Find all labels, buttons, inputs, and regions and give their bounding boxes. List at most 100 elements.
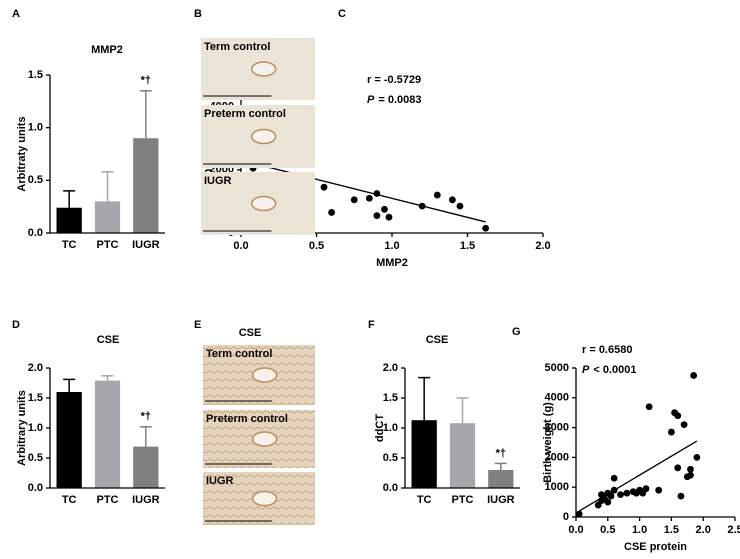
y-tick-label: 2.0 [28, 362, 43, 374]
data-point [320, 183, 328, 191]
vessel-lumen [250, 195, 277, 212]
vessel-lumen [251, 490, 278, 507]
data-point [350, 196, 358, 204]
r-statistic: r = 0.6580 [582, 344, 632, 356]
x-tick-label: PTC [97, 494, 119, 506]
chart-title: CSE [97, 334, 120, 346]
y-axis-label: Birth weight (g) [542, 402, 554, 483]
y-tick-label: 0 [563, 511, 569, 523]
data-point [385, 213, 393, 221]
chart-title: MMP2 [91, 44, 123, 56]
y-tick-label: 1.0 [28, 422, 43, 434]
bar [449, 423, 476, 488]
y-tick-label: 0.0 [28, 227, 43, 239]
vessel-lumen [250, 128, 277, 145]
panel-letter: E [194, 319, 201, 331]
significance: *† [141, 411, 151, 423]
p-statistic: P < 0.0001 [582, 364, 636, 376]
x-tick-label: IUGR [132, 494, 160, 506]
vessel-lumen [251, 367, 278, 383]
y-tick-label: 1.5 [28, 392, 43, 404]
data-point [677, 492, 685, 500]
y-tick-label: 1.0 [28, 122, 43, 134]
image-label: Preterm control [206, 413, 288, 425]
y-tick-label: 0.0 [28, 482, 43, 494]
panel-letter: B [194, 8, 202, 20]
y-tick-label: 1.5 [28, 69, 43, 81]
x-tick-label: TC [62, 239, 77, 251]
data-point [645, 403, 653, 411]
p-symbol: P [582, 364, 590, 376]
panel-letter: A [12, 8, 20, 20]
y-tick-label: 0.5 [28, 174, 43, 186]
y-tick-label: 0.0 [383, 482, 398, 494]
panel-letter: F [368, 319, 375, 331]
data-point [381, 205, 388, 213]
y-tick-label: 1000 [545, 481, 569, 493]
y-tick-label: 0.5 [383, 452, 398, 464]
image-label: Preterm control [204, 108, 286, 120]
x-tick-label: TC [62, 494, 77, 506]
bar [133, 446, 159, 488]
image-label: IUGR [204, 175, 232, 187]
x-tick-label: PTC [452, 494, 474, 506]
bar [94, 201, 121, 233]
vessel-lumen [251, 431, 278, 447]
x-tick-label: PTC [97, 239, 119, 251]
data-point [610, 474, 618, 482]
bar [488, 470, 514, 488]
data-point [456, 202, 464, 210]
data-point [607, 492, 615, 500]
image-label: IUGR [206, 475, 234, 487]
data-point [449, 196, 456, 204]
data-point [690, 372, 698, 379]
bar [56, 207, 82, 233]
data-point [687, 465, 694, 473]
data-point [642, 485, 650, 493]
data-point [680, 421, 688, 429]
data-point [674, 464, 682, 472]
image-label: Term control [204, 41, 270, 53]
x-tick-label: 0.5 [309, 240, 324, 252]
x-tick-label: 0.0 [233, 240, 248, 252]
data-point [373, 212, 381, 220]
data-point [604, 498, 612, 506]
x-tick-label: 1.0 [384, 240, 399, 252]
significance: *† [141, 75, 151, 87]
data-point [655, 486, 663, 494]
y-tick-label: 4000 [545, 392, 569, 404]
chart-title: CSE [426, 334, 449, 346]
x-tick-label: 2.0 [696, 524, 711, 536]
x-tick-label: IUGR [487, 494, 515, 506]
panel-letter: G [512, 326, 521, 338]
regression-line [240, 159, 486, 223]
data-point [687, 471, 694, 479]
x-tick-label: 1.0 [632, 524, 647, 536]
y-tick-label: 2000 [545, 451, 569, 463]
x-tick-label: 2.5 [727, 524, 740, 536]
data-point [328, 209, 335, 216]
p-statistic: P = 0.0083 [367, 94, 421, 106]
y-axis-label: ddCT [374, 414, 386, 442]
significance: *† [496, 447, 506, 459]
p-value: = 0.0083 [378, 94, 421, 106]
data-point [482, 224, 490, 232]
bar [133, 138, 159, 233]
x-axis-label: CSE protein [624, 541, 687, 553]
bar [411, 420, 437, 488]
data-point [365, 194, 373, 202]
data-point [575, 510, 583, 518]
y-tick-label: 1.5 [383, 392, 398, 404]
panel-letter: C [338, 8, 346, 20]
y-tick-label: 3000 [545, 422, 569, 434]
p-value: < 0.0001 [593, 364, 636, 376]
y-axis-label: Arbitrary units [16, 390, 28, 466]
y-axis-label: Arbitraty units [16, 116, 28, 191]
data-point [617, 491, 624, 499]
regression-line [578, 440, 698, 512]
x-tick-label: 0.5 [600, 524, 615, 536]
data-point [668, 428, 675, 436]
panel-letter: D [12, 319, 20, 331]
data-point [674, 412, 682, 420]
x-tick-label: 0.0 [568, 524, 583, 536]
